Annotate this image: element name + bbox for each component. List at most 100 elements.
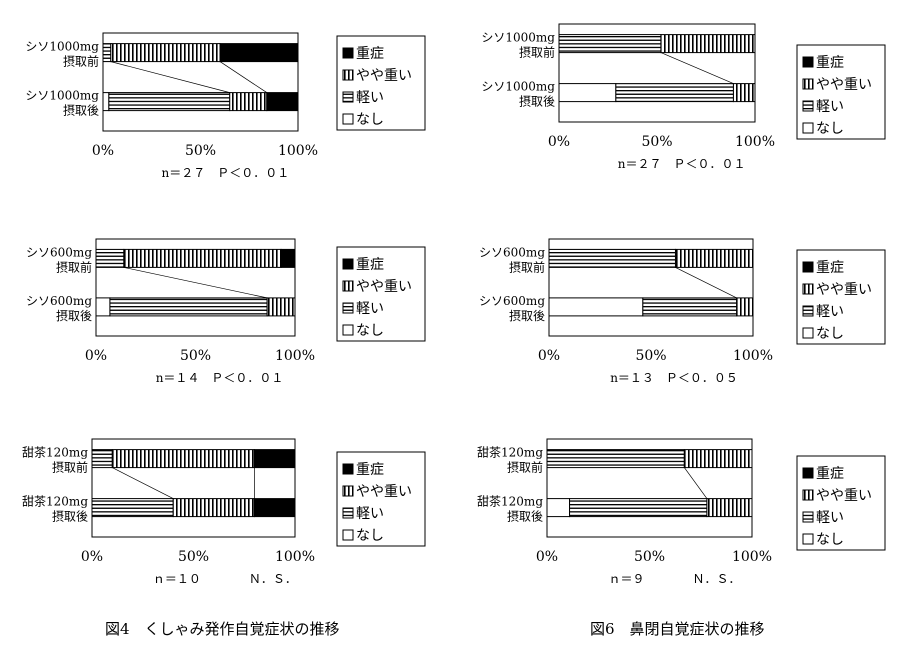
category-label: シソ1000mg 摂取後 — [25, 89, 99, 118]
legend-label: 重症 — [816, 55, 844, 71]
bar-segment-やや重い — [111, 449, 255, 469]
bar-segment-なし — [95, 297, 111, 317]
category-label: 甜茶120mg 摂取前 — [477, 445, 543, 475]
category-label: シソ600mg 摂取後 — [26, 294, 92, 323]
bar-segment-軽い — [108, 92, 231, 112]
bar-segment-やや重い — [674, 248, 754, 268]
bar-segment-軽い — [569, 498, 708, 518]
legend-label: 重症 — [816, 466, 844, 482]
stats-note: ｎ＝１０ Ｎ．Ｓ． — [153, 572, 297, 586]
bar-segment-なし — [546, 498, 571, 518]
legend-label: なし — [816, 532, 844, 548]
category-label: 甜茶120mg 摂取前 — [22, 445, 88, 475]
legend-swatch — [802, 533, 814, 545]
category-label: シソ600mg 摂取前 — [479, 245, 545, 274]
legend-swatch — [342, 529, 354, 541]
figure-6-title: 図6 鼻閉自覚症状の推移 — [590, 620, 765, 638]
x-tick-label: 100% — [732, 549, 772, 565]
legend-swatch — [342, 463, 354, 475]
x-tick-label: 0% — [536, 549, 558, 565]
legend-swatch — [342, 69, 354, 81]
legend-label: やや重い — [356, 279, 412, 295]
x-tick-label: 100% — [735, 134, 775, 150]
plot-frame — [91, 438, 296, 538]
x-tick-label: 50% — [180, 348, 211, 364]
x-tick-label: 100% — [278, 143, 318, 159]
bar-segment-やや重い — [229, 92, 268, 112]
legend-swatch — [802, 467, 814, 479]
category-label: 甜茶120mg 摂取後 — [477, 494, 543, 524]
legend-label: 重症 — [356, 46, 384, 62]
connector-line — [123, 267, 268, 299]
bar-segment-やや重い — [266, 297, 296, 317]
category-label: シソ1000mg 摂取後 — [481, 80, 555, 109]
legend-swatch — [342, 47, 354, 59]
connector-line — [219, 61, 267, 93]
x-tick-label: 50% — [634, 549, 665, 565]
category-label: 甜茶120mg 摂取後 — [22, 494, 88, 524]
legend-swatch — [342, 258, 354, 270]
connector-line — [660, 52, 734, 84]
legend-swatch — [342, 91, 354, 103]
legend-swatch — [802, 283, 814, 295]
stats-note: ｎ＝９ Ｎ．Ｓ． — [609, 572, 741, 586]
bar-segment-軽い — [109, 297, 268, 317]
connector-line — [110, 61, 230, 93]
bar-segment-軽い — [546, 449, 685, 469]
bar-segment-重症 — [219, 43, 299, 63]
stats-note: n＝１３ Ｐ＜０．０５ — [610, 371, 738, 385]
bar-segment-重症 — [280, 248, 296, 268]
bar-segment-軽い — [95, 248, 125, 268]
legend-swatch — [802, 489, 814, 501]
legend-label: やや重い — [816, 488, 872, 504]
legend-swatch — [342, 302, 354, 314]
legend-label: なし — [816, 326, 844, 342]
legend-label: 重症 — [356, 257, 384, 273]
category-label: シソ1000mg 摂取前 — [481, 31, 555, 60]
legend-swatch — [342, 113, 354, 125]
connector-line — [112, 467, 174, 499]
stats-note: n＝１４ Ｐ＜０．０１ — [156, 371, 284, 385]
bar-segment-重症 — [266, 92, 299, 112]
legend-swatch — [802, 78, 814, 90]
legend-swatch — [342, 507, 354, 519]
figure-4-title: 図4 くしゃみ発作自覚症状の推移 — [105, 620, 340, 638]
bar-segment-軽い — [91, 449, 113, 469]
x-tick-label: 50% — [178, 549, 209, 565]
bar-segment-重症 — [253, 449, 296, 469]
bar-segment-やや重い — [706, 498, 753, 518]
legend-swatch — [342, 280, 354, 292]
legend-swatch — [802, 56, 814, 68]
plot-frame — [558, 23, 756, 123]
x-tick-label: 100% — [275, 549, 315, 565]
connector-line — [675, 267, 737, 299]
bar-segment-やや重い — [110, 43, 221, 63]
plot-frame — [546, 438, 753, 538]
stats-note: n＝２７ Ｐ＜０．０１ — [162, 166, 290, 180]
category-label: シソ600mg 摂取後 — [479, 294, 545, 323]
x-tick-label: 0% — [85, 348, 107, 364]
legend-label: 軽い — [816, 99, 844, 115]
connector-line — [684, 467, 708, 499]
legend-label: なし — [356, 528, 384, 544]
bar-segment-やや重い — [732, 83, 756, 103]
legend-swatch — [802, 122, 814, 134]
legend-swatch — [802, 305, 814, 317]
bar-segment-やや重い — [660, 34, 756, 54]
x-tick-label: 50% — [641, 134, 672, 150]
legend-swatch — [802, 327, 814, 339]
legend-label: 重症 — [356, 462, 384, 478]
legend-label: やや重い — [356, 68, 412, 84]
bar-segment-やや重い — [683, 449, 753, 469]
legend-label: 軽い — [816, 304, 844, 320]
